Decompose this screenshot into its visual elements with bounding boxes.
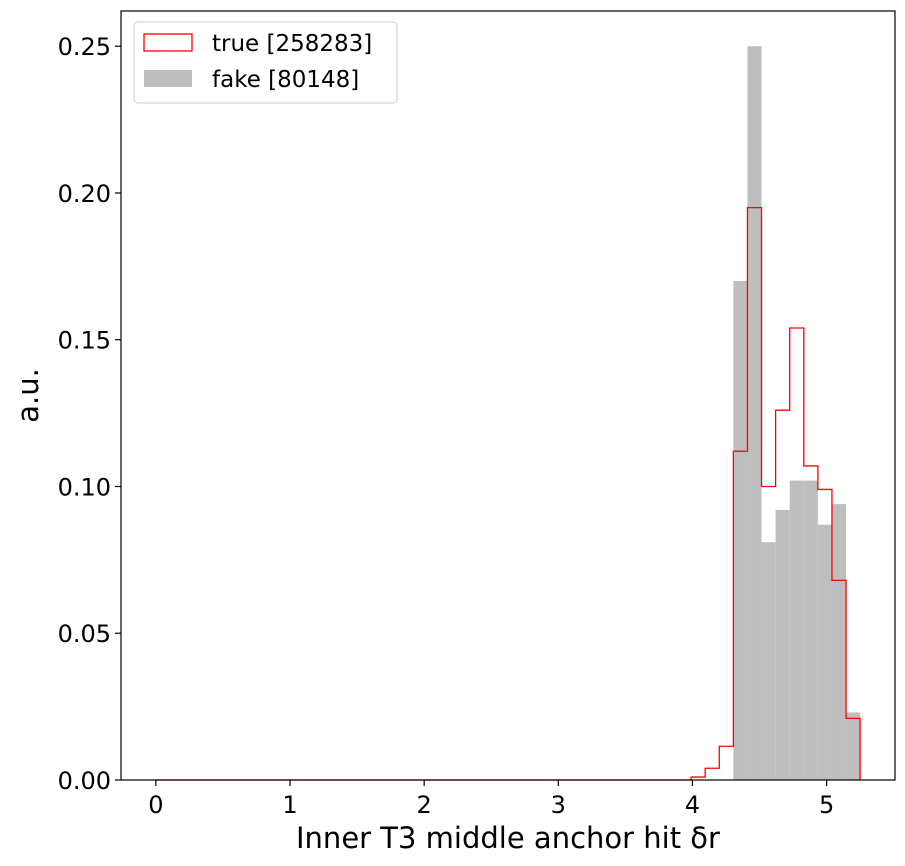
legend-label-true: true [258283] <box>212 31 372 57</box>
fake-bar <box>775 509 790 780</box>
y-tick-label: 0.00 <box>58 767 111 795</box>
x-tick-label: 5 <box>819 791 834 819</box>
fake-bar <box>733 281 748 780</box>
legend-box <box>133 21 398 104</box>
fake-bar <box>747 46 762 780</box>
legend-swatch-fake <box>144 70 192 87</box>
fake-bar <box>789 480 804 780</box>
x-axis-title: Inner T3 middle anchor hit δr <box>296 821 720 855</box>
x-tick-label: 0 <box>148 791 163 819</box>
fake-bar <box>831 504 847 780</box>
y-axis: 0.00 0.05 0.10 0.15 0.20 0.25 <box>58 33 121 795</box>
plot-frame <box>120 10 896 781</box>
legend-swatch-true <box>143 33 193 52</box>
y-tick-label: 0.25 <box>58 33 111 61</box>
fake-bar <box>761 542 776 780</box>
y-tick-label: 0.15 <box>58 327 111 355</box>
fake-bar <box>817 524 832 780</box>
x-axis: 0 1 2 3 4 5 <box>148 780 834 819</box>
legend: true [258283] fake [80148] <box>133 21 398 104</box>
y-axis-title: a.u. <box>11 368 45 423</box>
x-tick-label: 1 <box>282 791 297 819</box>
legend-label-fake: fake [80148] <box>212 67 359 93</box>
x-tick-label: 4 <box>685 791 700 819</box>
fake-bar <box>803 480 818 780</box>
y-tick-label: 0.05 <box>58 620 111 648</box>
y-tick-label: 0.20 <box>58 180 111 208</box>
y-tick-label: 0.10 <box>58 473 111 501</box>
x-tick-label: 3 <box>551 791 566 819</box>
x-tick-label: 2 <box>417 791 432 819</box>
fake-bar <box>846 712 861 780</box>
fake-series-bars <box>733 46 861 780</box>
